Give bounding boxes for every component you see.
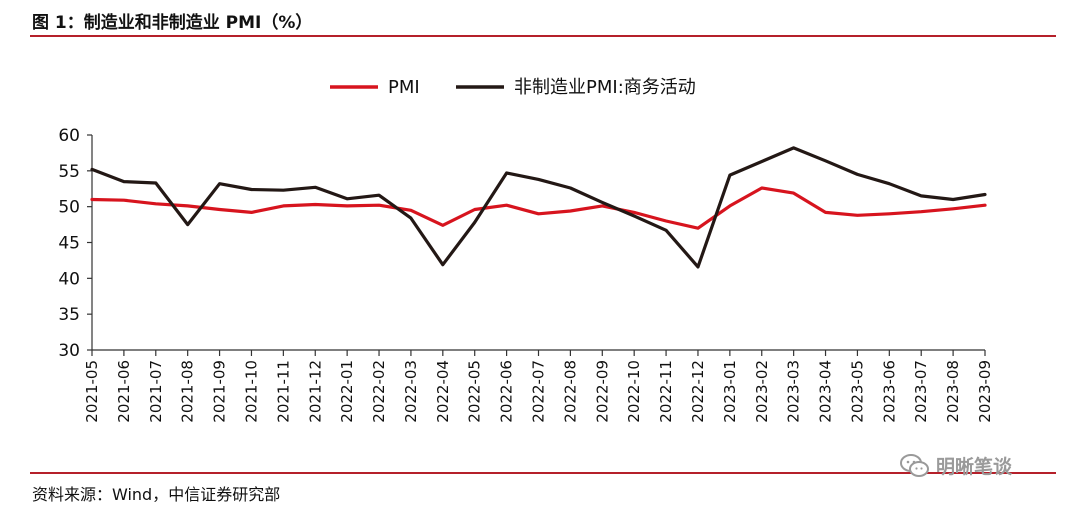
x-tick-label: 2021-08 bbox=[179, 360, 197, 423]
x-tick-label: 2021-09 bbox=[211, 360, 229, 423]
x-tick-label: 2022-01 bbox=[338, 360, 356, 423]
x-tick-label: 2022-11 bbox=[657, 360, 675, 423]
x-tick-label: 2022-12 bbox=[689, 360, 707, 423]
y-tick-label: 40 bbox=[58, 269, 80, 289]
x-tick-label: 2022-07 bbox=[530, 360, 548, 423]
x-tick-label: 2023-08 bbox=[944, 360, 962, 423]
y-tick-label: 35 bbox=[58, 305, 80, 325]
series-line-pmi bbox=[90, 186, 987, 230]
x-tick-label: 2022-09 bbox=[593, 360, 611, 423]
wechat-icon bbox=[900, 453, 929, 477]
source-note: 资料来源：Wind，中信证券研究部 bbox=[32, 485, 281, 504]
x-tick-label: 2021-12 bbox=[306, 360, 324, 423]
x-tick-label: 2023-09 bbox=[976, 360, 994, 423]
watermark: 明晰笔谈 bbox=[900, 452, 1012, 479]
x-tick-label: 2022-10 bbox=[625, 360, 643, 423]
y-tick-label: 45 bbox=[58, 234, 80, 254]
x-tick-label: 2023-03 bbox=[785, 360, 803, 423]
y-tick-label: 55 bbox=[58, 162, 80, 182]
figure-title: 图 1：制造业和非制造业 PMI（%） bbox=[32, 13, 313, 33]
axes: 30 35 40 45 50 55 60 2021-05 2021-06 2021-07 2021-… bbox=[58, 126, 994, 423]
x-tick-label: 2023-04 bbox=[817, 360, 835, 423]
x-tick-label: 2022-03 bbox=[402, 360, 420, 423]
x-tick-label: 2023-02 bbox=[753, 360, 771, 423]
x-tick-label: 2021-06 bbox=[115, 360, 133, 423]
y-tick-label: 30 bbox=[58, 341, 80, 361]
x-tick-label: 2023-07 bbox=[912, 360, 930, 423]
y-tick-label: 60 bbox=[58, 126, 80, 146]
x-tick-label: 2022-05 bbox=[466, 360, 484, 423]
watermark-text: 明晰笔谈 bbox=[936, 456, 1013, 478]
x-tick-label: 2022-08 bbox=[561, 360, 579, 423]
legend: PMI 非制造业PMI:商务活动 bbox=[330, 77, 696, 98]
legend-label: PMI bbox=[388, 77, 420, 98]
series-group bbox=[90, 146, 987, 269]
x-tick-label: 2021-10 bbox=[242, 360, 260, 423]
x-tick-label: 2023-06 bbox=[880, 360, 898, 423]
x-tick-label: 2022-04 bbox=[434, 360, 452, 423]
x-tick-label: 2022-02 bbox=[370, 360, 388, 423]
x-tick-label: 2021-11 bbox=[274, 360, 292, 423]
x-tick-label: 2021-07 bbox=[147, 360, 165, 423]
x-tick-label: 2021-05 bbox=[83, 360, 101, 423]
legend-label: 非制造业PMI:商务活动 bbox=[514, 77, 696, 98]
x-tick-label: 2023-05 bbox=[848, 360, 866, 423]
title-divider bbox=[30, 35, 1056, 37]
footer-divider bbox=[30, 472, 1056, 474]
y-tick-label: 50 bbox=[58, 198, 80, 218]
x-tick-label: 2023-01 bbox=[721, 360, 739, 423]
x-tick-label: 2022-06 bbox=[498, 360, 516, 423]
series-line-non-manufacturing bbox=[90, 146, 987, 269]
